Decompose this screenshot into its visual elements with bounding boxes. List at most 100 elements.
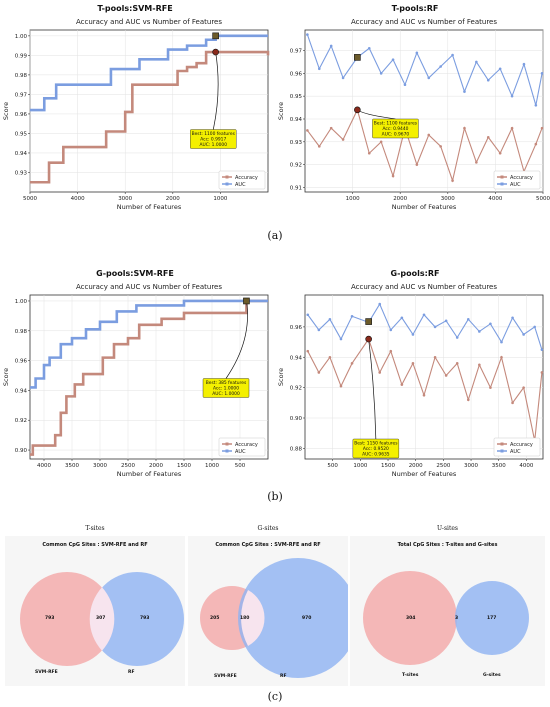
data-point-auc bbox=[486, 78, 490, 82]
y-tick-label: 0.93 bbox=[15, 170, 28, 176]
x-tick-label: 2000 bbox=[393, 196, 407, 202]
data-point-auc bbox=[489, 322, 492, 326]
legend-marker bbox=[500, 442, 504, 446]
data-point-accuracy bbox=[534, 142, 538, 146]
data-point-auc bbox=[466, 317, 470, 321]
annotation-text: AUC: 1.0000 bbox=[199, 142, 227, 148]
data-point-auc bbox=[367, 46, 371, 50]
x-tick-label: 1000 bbox=[205, 463, 219, 469]
data-point-auc bbox=[500, 340, 503, 344]
data-point-auc bbox=[522, 62, 526, 66]
data-point-accuracy bbox=[422, 393, 426, 397]
legend-marker bbox=[225, 442, 229, 446]
data-point-accuracy bbox=[540, 126, 544, 130]
x-tick-label: 3000 bbox=[93, 463, 107, 469]
data-point-auc bbox=[403, 83, 407, 87]
data-point-auc bbox=[328, 317, 332, 321]
y-tick-label: 0.96 bbox=[15, 359, 28, 365]
subfigure-label-c: (c) bbox=[267, 690, 283, 703]
venn-right-circle bbox=[455, 581, 529, 655]
y-axis-label: Score bbox=[277, 368, 285, 386]
y-tick-label: 0.99 bbox=[15, 53, 28, 59]
data-point-accuracy bbox=[391, 174, 395, 178]
legend-label: Accuracy bbox=[235, 175, 258, 181]
y-tick-label: 0.91 bbox=[290, 185, 302, 191]
legend-label: AUC bbox=[510, 449, 521, 455]
y-tick-label: 0.88 bbox=[290, 446, 303, 452]
y-tick-label: 0.95 bbox=[15, 131, 28, 137]
best-auc-marker bbox=[365, 318, 372, 325]
chart-title: Accuracy and AUC vs Number of Features bbox=[76, 283, 222, 291]
data-point-auc bbox=[411, 333, 415, 336]
best-auc-marker bbox=[243, 297, 250, 305]
legend-marker bbox=[500, 449, 504, 453]
series-line-accuracy bbox=[307, 337, 543, 441]
venn-overlap-region bbox=[89, 587, 115, 651]
data-point-auc bbox=[306, 313, 310, 317]
chart-g-svm-rfe: Accuracy and AUC vs Number of Features 40… bbox=[2, 283, 269, 478]
chart-title: Accuracy and AUC vs Number of Features bbox=[351, 283, 497, 291]
x-tick-label: 500 bbox=[235, 463, 246, 469]
chart-title: Accuracy and AUC vs Number of Features bbox=[351, 18, 497, 26]
venn-title: Total CpG Sites : T-sites and G-sites bbox=[397, 542, 498, 548]
data-point-accuracy bbox=[317, 371, 321, 374]
y-tick-label: 0.96 bbox=[290, 325, 303, 331]
legend-marker bbox=[500, 182, 504, 186]
venn-right-name: RF bbox=[128, 670, 135, 675]
data-point-accuracy bbox=[339, 384, 343, 388]
x-tick-label: 1000 bbox=[346, 196, 360, 202]
venn-circles bbox=[200, 558, 348, 678]
venn-left-name: SVM-RFE bbox=[214, 674, 237, 679]
y-axis-label: Score bbox=[2, 102, 10, 120]
annotation-box bbox=[352, 438, 400, 459]
annotation-arrow bbox=[225, 300, 248, 379]
data-point-accuracy bbox=[329, 126, 333, 130]
data-point-auc bbox=[451, 53, 454, 57]
venn-title: Common CpG Sites : SVM-RFE and RF bbox=[215, 542, 321, 548]
y-tick-label: 0.97 bbox=[290, 49, 303, 55]
data-point-accuracy bbox=[510, 126, 514, 130]
data-point-accuracy bbox=[444, 374, 448, 377]
best-accuracy-marker bbox=[365, 335, 372, 343]
x-tick-label: 4000 bbox=[37, 463, 51, 469]
y-tick-label: 0.94 bbox=[15, 151, 28, 157]
data-point-auc bbox=[455, 336, 459, 339]
x-tick-label: 3000 bbox=[464, 463, 478, 469]
venn-right-name: G-sites bbox=[483, 673, 501, 678]
x-axis-label: Number of Features bbox=[117, 470, 182, 478]
y-tick-label: 1.00 bbox=[15, 34, 28, 40]
data-point-auc bbox=[400, 316, 404, 320]
data-point-auc bbox=[533, 325, 536, 329]
x-tick-label: 3000 bbox=[118, 196, 132, 202]
plot-area bbox=[304, 294, 544, 460]
x-tick-label: 4000 bbox=[71, 196, 85, 202]
x-tick-label: 3500 bbox=[65, 463, 79, 469]
data-point-accuracy bbox=[463, 126, 466, 130]
data-point-accuracy bbox=[341, 138, 345, 141]
venn-right-count: 177 bbox=[487, 616, 497, 621]
plot-area bbox=[304, 29, 544, 193]
data-point-accuracy bbox=[500, 355, 503, 359]
legend-marker bbox=[225, 449, 229, 453]
annotation-text: Best: 1100 features bbox=[192, 131, 236, 137]
y-tick-label: 0.92 bbox=[15, 418, 27, 424]
venn-overlap-region bbox=[241, 590, 265, 646]
annotation-box bbox=[190, 129, 237, 149]
data-point-auc bbox=[329, 44, 333, 48]
venn-left-name: T-sites bbox=[402, 673, 419, 678]
venn-right-count: 970 bbox=[302, 616, 312, 621]
annotation-text: Best: 1100 features bbox=[374, 120, 418, 126]
data-point-auc bbox=[427, 76, 431, 80]
legend-label: AUC bbox=[235, 182, 246, 188]
x-tick-label: 5000 bbox=[23, 196, 37, 202]
subfigure-label-b: (b) bbox=[267, 490, 283, 503]
panel-title-g-svm: G-pools:SVM-RFE bbox=[96, 269, 174, 278]
data-point-auc bbox=[540, 72, 544, 75]
x-tick-label: 4000 bbox=[519, 463, 533, 469]
data-point-accuracy bbox=[378, 371, 382, 374]
annotation-text: AUC: 0.9635 bbox=[362, 451, 390, 457]
y-tick-label: 1.00 bbox=[15, 299, 28, 305]
y-tick-label: 0.98 bbox=[15, 73, 28, 79]
x-tick-label: 2500 bbox=[121, 463, 135, 469]
data-point-auc bbox=[389, 328, 393, 332]
